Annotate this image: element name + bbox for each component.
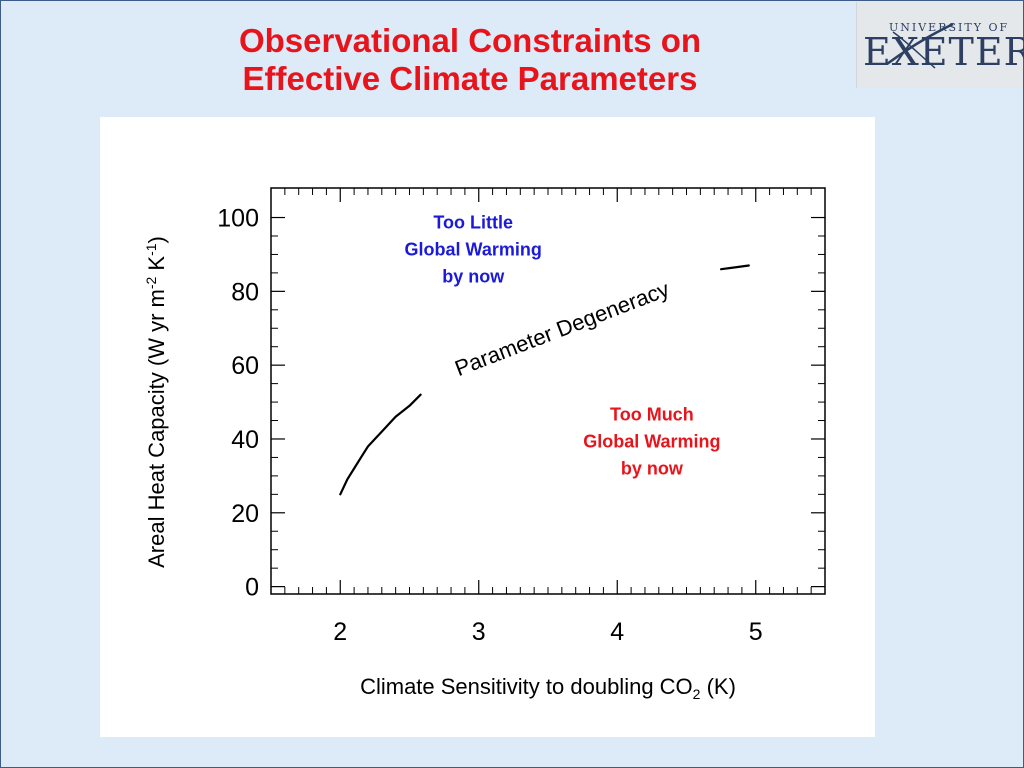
data-series [339,264,750,496]
chart-panel: 0 20 40 60 80 100 2 3 4 5 Too Little Global Warmin… [100,117,875,737]
y-tick-label: 60 [231,352,259,380]
x-axis-label-suffix: (K) [700,674,735,699]
y-axis-label-end: ) [144,236,169,243]
x-tick-label: 5 [749,618,763,646]
y-tick-label: 0 [245,574,259,602]
x-axis-label: Climate Sensitivity to doubling CO2 (K) [360,674,736,702]
chart-svg: 0 20 40 60 80 100 2 3 4 5 Too Little Global Warmin… [143,187,826,702]
logo-main-text: EXETER [863,30,1024,74]
title-line-1: Observational Constraints on [238,22,702,59]
annotation-too-little-line: Global Warming [405,240,542,260]
y-tick-label: 80 [231,278,259,306]
series-line-2 [720,264,750,271]
slide-title: Observational Constraints on Effective C… [100,22,840,98]
y-tick-label: 100 [217,205,259,233]
x-axis-label-main: Climate Sensitivity to doubling CO [360,674,693,699]
annotation-too-little-line: by now [442,267,505,287]
series-line-1 [339,393,422,496]
y-axis-label-main: Areal Heat Capacity (W yr m [144,289,169,568]
x-tick-label: 3 [472,618,486,646]
annotation-too-little: Too Little Global Warming by now [405,213,542,287]
logo-swoosh-icon [886,22,954,69]
axis-tick-labels: 0 20 40 60 80 100 2 3 4 5 [217,205,762,646]
y-tick-label: 20 [231,500,259,528]
y-axis-label-sup1: -2 [143,276,159,289]
x-axis-label-subscript: 2 [693,686,701,702]
annotation-too-much-line: Global Warming [583,432,720,452]
annotations: Too Little Global Warming by now Too Much Gl… [405,213,721,479]
logo-top-text: UNIVERSITY OF [889,21,1010,34]
annotation-too-much: Too Much Global Warming by now [583,405,720,479]
annotation-degeneracy: Parameter Degeneracy [451,276,672,381]
y-axis-label-sup2: -1 [143,243,159,256]
university-logo: UNIVERSITY OF EXETER [856,2,1024,88]
y-tick-label: 40 [231,426,259,454]
annotation-too-little-line: Too Little [433,213,513,233]
x-tick-label: 2 [333,618,347,646]
axis-ticks [270,188,826,594]
title-line-2: Effective Climate Parameters [242,60,698,97]
annotation-too-much-line: Too Much [610,405,694,425]
x-tick-label: 4 [610,618,624,646]
annotation-too-much-line: by now [621,459,684,479]
y-axis-label: Areal Heat Capacity (W yr m-2 K-1) [143,236,169,568]
y-axis-label-mid: K [144,256,169,277]
plot-area [270,187,826,595]
